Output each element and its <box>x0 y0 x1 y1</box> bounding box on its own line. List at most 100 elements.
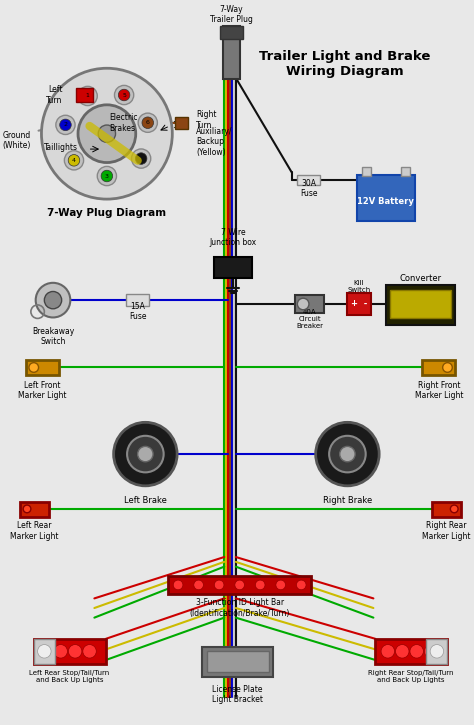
Text: Kill
Switch: Kill Switch <box>347 280 371 293</box>
Text: 4: 4 <box>72 158 76 163</box>
Bar <box>26 360 59 375</box>
Text: Left Front
Marker Light: Left Front Marker Light <box>18 381 67 400</box>
Bar <box>126 294 149 306</box>
Circle shape <box>56 115 75 135</box>
Text: Auxiliary/
Backup
(Yellow): Auxiliary/ Backup (Yellow) <box>196 127 232 157</box>
Bar <box>214 257 252 278</box>
Bar <box>175 117 188 128</box>
Circle shape <box>68 154 80 166</box>
Circle shape <box>118 89 130 101</box>
Circle shape <box>194 580 203 589</box>
Text: Breakaway
Switch: Breakaway Switch <box>32 327 74 347</box>
Text: +  -: + - <box>351 299 367 308</box>
Text: 3-Function ID Light Bar
(Identification/Brake/Turn): 3-Function ID Light Bar (Identification/… <box>190 598 290 618</box>
Circle shape <box>41 68 173 199</box>
Circle shape <box>137 447 153 462</box>
Text: License Plate
Light Bracket: License Plate Light Bracket <box>212 685 263 705</box>
Circle shape <box>68 645 82 658</box>
Text: 40A
Circuit
Breaker: 40A Circuit Breaker <box>296 310 323 329</box>
Circle shape <box>235 580 245 589</box>
Bar <box>426 639 447 664</box>
Circle shape <box>395 645 409 658</box>
Circle shape <box>101 170 113 182</box>
Text: 7-Way
Trailer Plug: 7-Way Trailer Plug <box>210 4 253 24</box>
Circle shape <box>173 580 183 589</box>
Bar <box>168 576 311 594</box>
Circle shape <box>64 151 83 170</box>
Circle shape <box>83 645 96 658</box>
Text: 3: 3 <box>105 173 109 178</box>
Circle shape <box>430 645 444 658</box>
Circle shape <box>450 505 458 513</box>
Bar <box>295 295 324 312</box>
Bar <box>422 360 455 375</box>
Circle shape <box>329 436 366 473</box>
Circle shape <box>78 86 97 106</box>
Text: Left Brake: Left Brake <box>124 497 167 505</box>
Bar <box>386 285 455 325</box>
Bar <box>375 639 447 664</box>
Text: Trailer Light and Brake
Wiring Diagram: Trailer Light and Brake Wiring Diagram <box>259 50 430 78</box>
Text: 12V: 12V <box>172 121 187 130</box>
Circle shape <box>78 105 136 162</box>
Bar <box>220 26 243 39</box>
Bar <box>76 88 93 102</box>
Bar <box>357 175 415 221</box>
Circle shape <box>45 291 62 309</box>
Circle shape <box>60 119 71 130</box>
Text: 7 Wire
Junction box: 7 Wire Junction box <box>210 228 256 247</box>
Bar <box>202 647 273 677</box>
Circle shape <box>443 362 452 373</box>
Bar <box>207 651 268 673</box>
Text: 12V Battery: 12V Battery <box>357 197 414 207</box>
Bar <box>223 26 240 79</box>
Circle shape <box>297 298 309 310</box>
Circle shape <box>131 149 151 168</box>
Text: Converter: Converter <box>400 275 442 283</box>
Bar <box>347 294 371 315</box>
Circle shape <box>296 580 306 589</box>
Text: Left
Turn: Left Turn <box>46 86 63 104</box>
Circle shape <box>97 167 117 186</box>
Circle shape <box>127 436 164 473</box>
Bar <box>34 639 55 664</box>
Circle shape <box>276 580 285 589</box>
Circle shape <box>23 505 31 513</box>
Text: Right Front
Marker Light: Right Front Marker Light <box>415 381 463 400</box>
Text: Electric
Brakes: Electric Brakes <box>109 113 137 133</box>
Bar <box>362 167 371 176</box>
Text: Taillights: Taillights <box>44 143 78 152</box>
Text: 1: 1 <box>86 94 90 99</box>
Text: Ground
(White): Ground (White) <box>2 130 31 150</box>
Bar <box>20 502 49 517</box>
Bar <box>297 175 320 185</box>
Circle shape <box>381 645 394 658</box>
Circle shape <box>29 362 38 373</box>
Text: 2: 2 <box>64 123 67 128</box>
Bar <box>401 167 410 176</box>
Bar <box>390 289 451 318</box>
Circle shape <box>37 645 51 658</box>
Text: 30A
Fuse: 30A Fuse <box>300 179 318 198</box>
Circle shape <box>214 580 224 589</box>
Circle shape <box>340 447 355 462</box>
Circle shape <box>39 645 53 658</box>
Circle shape <box>316 423 379 486</box>
Circle shape <box>54 645 67 658</box>
Circle shape <box>115 86 134 104</box>
Text: 15A
Fuse: 15A Fuse <box>129 302 146 321</box>
Circle shape <box>138 113 157 133</box>
Circle shape <box>114 423 177 486</box>
Text: Right Rear Stop/Tail/Turn
and Back Up Lights: Right Rear Stop/Tail/Turn and Back Up Li… <box>368 670 454 683</box>
Text: Right
Turn: Right Turn <box>196 110 216 130</box>
Circle shape <box>82 90 93 102</box>
Text: Right Brake: Right Brake <box>323 497 372 505</box>
Bar <box>34 639 106 664</box>
Circle shape <box>424 645 438 658</box>
Text: 7-Way Plug Diagram: 7-Way Plug Diagram <box>47 207 166 218</box>
Text: Left Rear Stop/Tail/Turn
and Back Up Lights: Left Rear Stop/Tail/Turn and Back Up Lig… <box>29 670 109 683</box>
Circle shape <box>255 580 265 589</box>
Text: Left Rear
Marker Light: Left Rear Marker Light <box>10 521 59 541</box>
Circle shape <box>98 125 116 142</box>
Circle shape <box>36 283 70 318</box>
